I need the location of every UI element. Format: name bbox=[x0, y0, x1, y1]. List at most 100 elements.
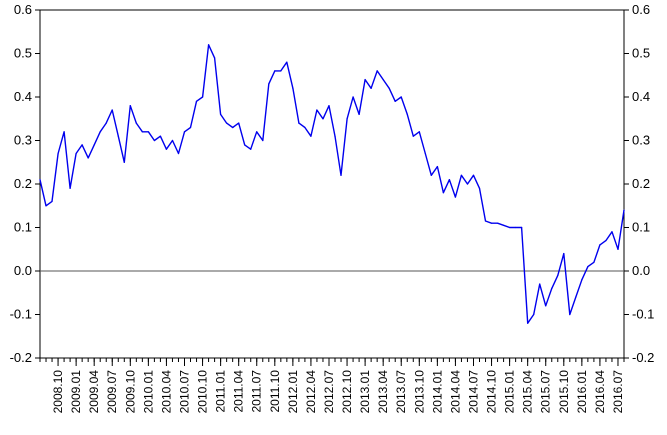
data-point bbox=[171, 139, 174, 142]
x-tick-label: 2010.10 bbox=[196, 370, 210, 414]
x-tick-label: 2016.07 bbox=[611, 370, 625, 414]
data-point bbox=[490, 222, 493, 224]
data-point bbox=[105, 122, 107, 124]
data-point bbox=[207, 44, 210, 46]
x-tick-label: 2009.10 bbox=[123, 370, 137, 414]
data-point bbox=[466, 183, 469, 185]
y-tick-label-left: 0.2 bbox=[14, 176, 32, 191]
data-point bbox=[262, 139, 264, 142]
data-point bbox=[334, 135, 336, 137]
data-point bbox=[39, 179, 41, 181]
x-tick-label: 2012.01 bbox=[286, 370, 300, 414]
data-point bbox=[51, 200, 53, 202]
x-tick-label: 2009.04 bbox=[87, 370, 101, 414]
series-layer bbox=[39, 44, 625, 324]
data-point bbox=[527, 322, 529, 324]
x-tick-label: 2010.01 bbox=[141, 370, 155, 414]
y-tick-label-left: -0.1 bbox=[10, 307, 32, 322]
data-point bbox=[274, 70, 276, 72]
y-axis-left: -0.2 -0.1 0.0 0.1 0.2 0.3 0.4 0.5 0.6 bbox=[10, 2, 40, 365]
x-axis: 2008.10 2009.01 2009.04 2009.07 2009.10 2010.… bbox=[39, 358, 625, 414]
data-point bbox=[286, 61, 288, 63]
data-point bbox=[418, 131, 420, 133]
data-point bbox=[605, 239, 607, 242]
data-point bbox=[75, 152, 77, 155]
data-point bbox=[611, 231, 613, 233]
data-point bbox=[129, 105, 131, 107]
y-tick-label-right: 0.2 bbox=[632, 176, 650, 191]
data-point bbox=[472, 174, 475, 176]
x-tick-label: 2014.01 bbox=[430, 370, 444, 414]
x-tick-label: 2012.10 bbox=[340, 370, 354, 414]
data-point bbox=[123, 161, 125, 163]
data-point bbox=[478, 187, 481, 189]
data-point bbox=[57, 152, 59, 155]
data-point bbox=[135, 122, 137, 124]
x-tick-label: 2009.07 bbox=[105, 370, 119, 414]
data-point bbox=[183, 131, 186, 133]
data-point bbox=[328, 105, 330, 107]
data-point bbox=[147, 131, 149, 133]
data-point bbox=[448, 179, 451, 181]
data-point bbox=[515, 226, 517, 229]
data-point bbox=[93, 144, 95, 146]
data-point bbox=[454, 196, 457, 198]
data-point bbox=[545, 305, 547, 307]
data-point bbox=[99, 131, 101, 133]
data-point bbox=[340, 174, 342, 176]
data-point bbox=[111, 109, 113, 111]
data-point bbox=[358, 113, 360, 115]
data-point bbox=[539, 283, 541, 285]
data-point bbox=[412, 135, 414, 137]
x-tick-label: 2015.01 bbox=[503, 370, 517, 414]
y-tick-label-right: -0.2 bbox=[632, 350, 654, 365]
data-point bbox=[213, 57, 216, 59]
x-tick-label: 2011.10 bbox=[268, 370, 282, 413]
data-point bbox=[189, 126, 192, 129]
x-tick-label: 2014.07 bbox=[466, 370, 480, 414]
data-point bbox=[569, 313, 571, 316]
x-tick-label: 2012.07 bbox=[322, 370, 336, 414]
data-point bbox=[69, 187, 71, 189]
y-tick-label-right: 0.6 bbox=[632, 2, 650, 17]
data-point bbox=[388, 87, 390, 89]
y-tick-label-left: 0.6 bbox=[14, 2, 32, 17]
data-point bbox=[370, 87, 372, 89]
data-point bbox=[382, 79, 384, 81]
data-point bbox=[244, 144, 246, 146]
y-tick-label-right: -0.1 bbox=[632, 307, 654, 322]
data-point bbox=[394, 100, 396, 102]
x-tick-label: 2016.01 bbox=[575, 370, 589, 414]
data-point bbox=[177, 152, 180, 155]
y-tick-label-right: 0.3 bbox=[632, 133, 650, 148]
data-point bbox=[310, 135, 312, 137]
x-tick-label: 2016.04 bbox=[593, 370, 607, 414]
data-point bbox=[87, 157, 89, 159]
y-tick-label-left: 0.5 bbox=[14, 46, 32, 61]
data-point bbox=[346, 118, 348, 120]
data-point bbox=[563, 253, 565, 255]
data-point bbox=[238, 122, 240, 124]
data-point bbox=[250, 148, 252, 150]
x-tick-label: 2014.10 bbox=[485, 370, 499, 414]
x-tick-label: 2013.10 bbox=[412, 370, 426, 414]
data-point bbox=[593, 261, 595, 263]
data-point bbox=[484, 220, 487, 222]
y-tick-label-left: 0.3 bbox=[14, 133, 32, 148]
data-point bbox=[352, 96, 354, 98]
data-point bbox=[268, 83, 270, 85]
data-point bbox=[292, 87, 294, 89]
data-point bbox=[623, 209, 625, 211]
plot-border bbox=[39, 9, 625, 359]
data-point bbox=[509, 226, 511, 229]
x-tick-label: 2012.04 bbox=[304, 370, 318, 414]
data-point bbox=[581, 279, 583, 281]
data-point bbox=[81, 144, 83, 146]
data-point bbox=[551, 287, 553, 289]
x-tick-label: 2015.10 bbox=[557, 370, 571, 414]
plot-frame bbox=[39, 9, 625, 359]
data-point bbox=[533, 313, 535, 316]
y-axis-right: -0.2 -0.1 0.0 0.1 0.2 0.3 0.4 0.5 0.6 bbox=[624, 2, 654, 365]
x-tick-label: 2008.10 bbox=[51, 370, 65, 414]
y-tick-label-right: 0.5 bbox=[632, 46, 650, 61]
